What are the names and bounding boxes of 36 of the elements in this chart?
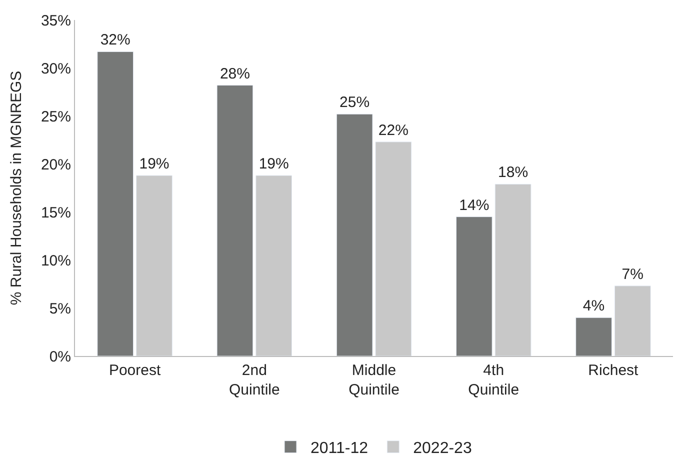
x-tick-label: Middle Quintile	[348, 362, 400, 398]
data-label: 18%	[498, 164, 528, 182]
bar	[256, 175, 292, 356]
data-label: 14%	[459, 196, 490, 214]
x-tick-label: 4th Quintile	[468, 362, 520, 398]
y-tick-label: 25%	[40, 108, 71, 126]
data-label: 28%	[220, 65, 250, 82]
legend-label: 2022-23	[413, 440, 472, 458]
bar	[216, 85, 254, 356]
data-label: 32%	[100, 32, 130, 49]
data-label: 25%	[340, 94, 370, 112]
bar	[614, 286, 651, 356]
y-tick-label: 5%	[49, 300, 71, 318]
y-tick-label: 0%	[49, 348, 71, 366]
y-axis-title: % Rural Households in MGNREGS	[8, 70, 26, 306]
legend-label: 2011-12	[310, 440, 368, 458]
x-tick-label: Poorest	[108, 362, 162, 379]
bar	[336, 114, 373, 356]
bar	[136, 175, 172, 356]
data-label: 7%	[622, 266, 644, 283]
data-label: 22%	[378, 122, 408, 139]
bar	[576, 317, 612, 356]
bar	[494, 184, 532, 356]
y-tick-label: 35%	[40, 12, 71, 30]
y-tick-label: 15%	[40, 204, 71, 222]
x-tick-label: Richest	[588, 362, 640, 379]
y-tick-label: 20%	[40, 156, 71, 174]
y-tick-label: 30%	[40, 60, 71, 78]
y-tick-label: 10%	[40, 252, 71, 270]
data-label: 19%	[258, 156, 289, 173]
data-label: 19%	[139, 156, 170, 173]
x-tick-label: 2nd Quintile	[228, 362, 280, 398]
data-label: 4%	[582, 298, 605, 315]
bar	[375, 142, 412, 356]
bar	[97, 51, 134, 356]
bar	[456, 216, 492, 356]
